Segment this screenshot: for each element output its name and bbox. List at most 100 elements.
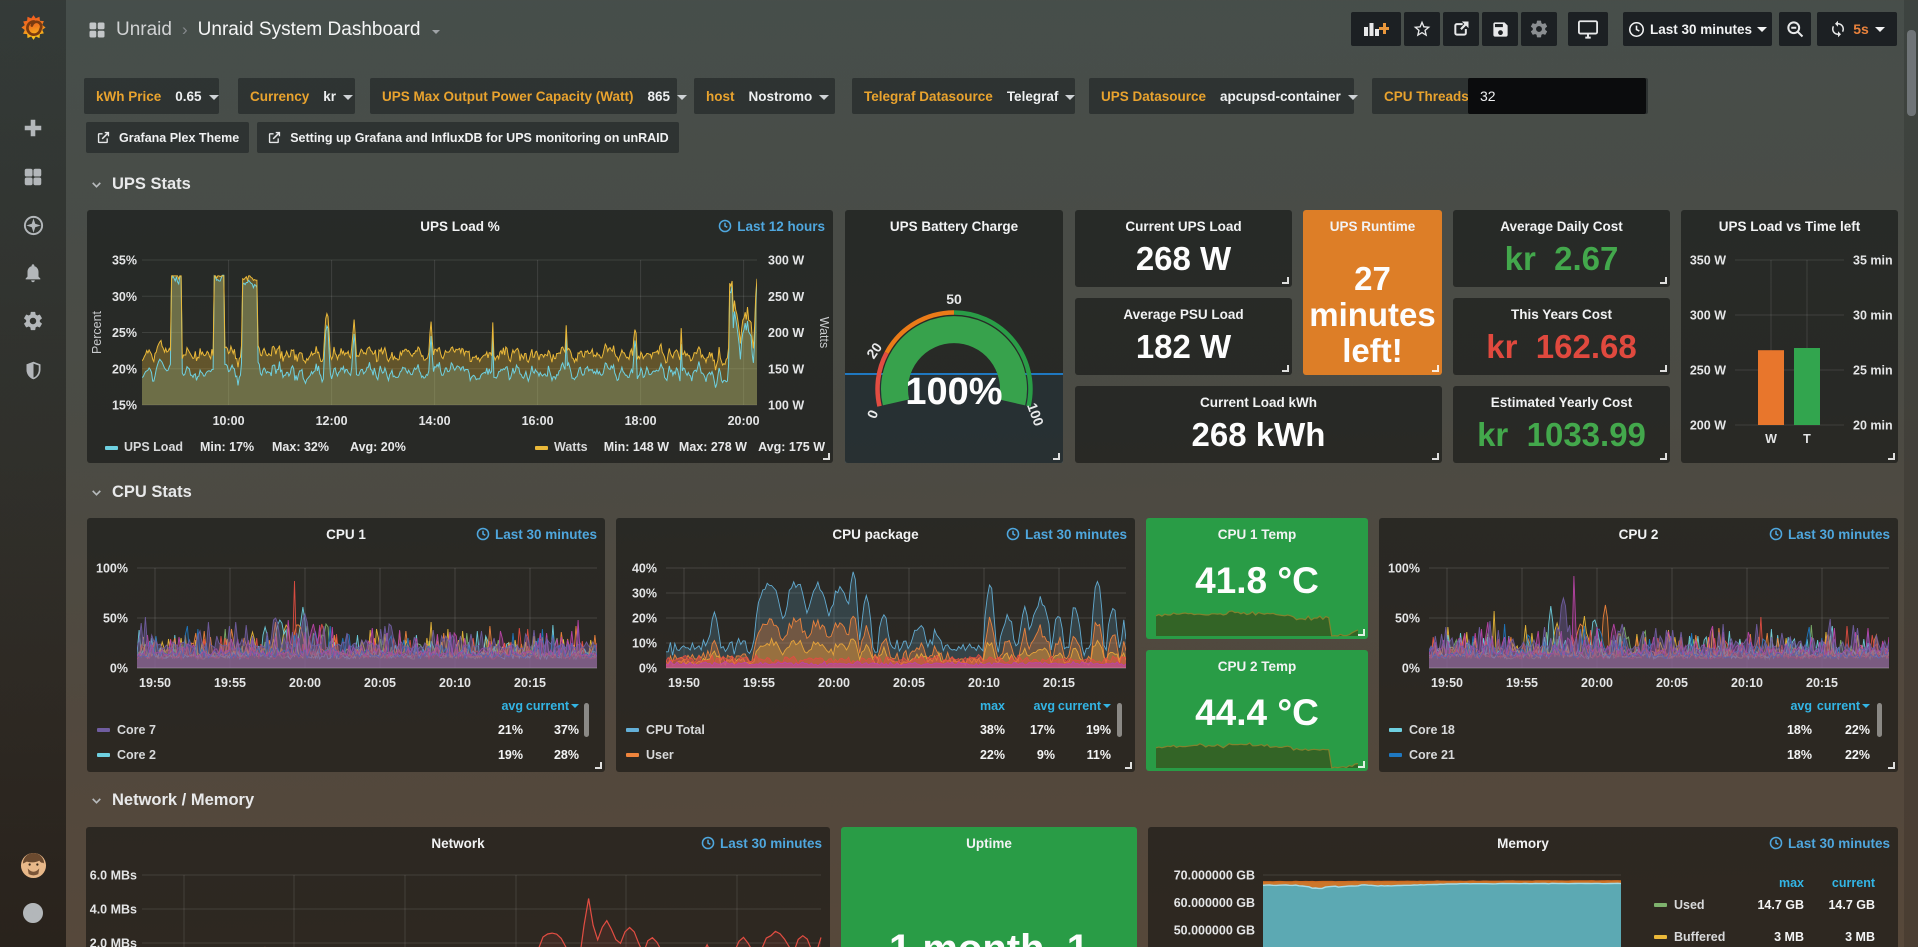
legend-series-name[interactable]: Core 7 [117, 723, 156, 737]
panel-title[interactable]: UPS Battery Charge [889, 218, 1019, 234]
sidebar-create-button[interactable] [0, 108, 66, 148]
panel-title[interactable]: This Years Cost [1510, 306, 1613, 322]
breadcrumb-page-title[interactable]: Unraid System Dashboard [197, 19, 421, 40]
legend-header-avg[interactable]: avg [501, 699, 523, 713]
page-scrollbar-thumb[interactable] [1907, 30, 1916, 116]
star-dashboard-button[interactable] [1404, 12, 1440, 46]
breadcrumb-root[interactable]: Unraid [116, 19, 172, 40]
variable-currency[interactable]: Currency kr [238, 78, 355, 114]
legend-scrollbar[interactable] [584, 703, 589, 737]
legend-series-name[interactable]: User [646, 748, 674, 762]
variable-ups-datasource[interactable]: UPS Datasource apcupsd-container [1089, 78, 1358, 114]
section-cpu-stats[interactable]: CPU Stats [90, 483, 192, 502]
panel-resize-handle[interactable] [1053, 453, 1060, 460]
legend-header-max[interactable]: max [979, 699, 1005, 713]
panel-resize-handle[interactable] [595, 762, 602, 769]
user-avatar[interactable] [0, 845, 66, 885]
variable-input-cpu-threads[interactable] [1468, 78, 1646, 114]
zoom-out-button[interactable] [1779, 12, 1811, 46]
panel-resize-handle[interactable] [1358, 629, 1365, 636]
panel-time-range[interactable]: Last 30 minutes [1769, 827, 1890, 859]
grafana-logo-icon[interactable] [17, 13, 50, 46]
memory-chart[interactable]: 50.000000 GB 60.000000 GB 70.000000 GB [1148, 827, 1898, 947]
page-scrollbar-track[interactable] [1904, 0, 1918, 947]
panel-time-range[interactable]: Last 30 minutes [476, 518, 597, 550]
variable-telegraf-datasource[interactable]: Telegraf Datasource Telegraf [852, 78, 1076, 114]
refresh-button[interactable]: 5s [1817, 12, 1897, 46]
legend-series-name[interactable]: Core 2 [117, 748, 156, 762]
legend-scrollbar[interactable] [1877, 703, 1882, 737]
panel-title[interactable]: CPU 2 Temp [1217, 658, 1297, 674]
panel-resize-handle[interactable] [1660, 277, 1667, 284]
panel-title[interactable]: Current Load kWh [1200, 394, 1317, 410]
panel-resize-handle[interactable] [1432, 453, 1439, 460]
panel-title[interactable]: CPU 1 [326, 526, 366, 542]
panel-time-range[interactable]: Last 30 minutes [1006, 518, 1127, 550]
save-dashboard-button[interactable] [1482, 12, 1518, 46]
dashboard-link-ups-guide[interactable]: Setting up Grafana and InfluxDB for UPS … [257, 122, 679, 153]
panel-title[interactable]: Estimated Yearly Cost [1490, 394, 1633, 410]
variable-ups-max-output-power-capacity-watt-[interactable]: UPS Max Output Power Capacity (Watt) 865 [370, 78, 688, 114]
ups-bars-chart[interactable]: 200 W 250 W 300 W 350 W 20 min 25 min 30 min 35… [1681, 210, 1898, 463]
sidebar-help-button[interactable] [0, 893, 66, 933]
panel-title[interactable]: Average Daily Cost [1500, 218, 1623, 234]
legend-header-current[interactable]: current [1058, 699, 1111, 713]
time-picker-button[interactable]: Last 30 minutes [1623, 12, 1772, 46]
ups-load-chart[interactable]: 15% 20% 25% 30% 35% 100 W 150 W 200 W 250 W 300 W… [87, 210, 833, 463]
panel-title[interactable]: CPU 2 [1618, 526, 1659, 542]
panel-title[interactable]: UPS Load vs Time left [1718, 218, 1861, 234]
legend-series-name[interactable]: CPU Total [646, 723, 705, 737]
panel-title[interactable]: CPU 1 Temp [1217, 526, 1297, 542]
variable-host[interactable]: host Nostromo [694, 78, 835, 114]
legend-series-name[interactable]: Used [1674, 898, 1705, 912]
sidebar-configuration-button[interactable] [0, 301, 66, 341]
legend-header-current[interactable]: current [1831, 876, 1875, 890]
sidebar-alerting-button[interactable] [0, 253, 66, 293]
breadcrumb-caret-icon[interactable] [432, 30, 441, 34]
cpu-package-chart[interactable]: 0% 10% 20% 30% 40% 19:50 19:55 20:00 20:05 20:10 2… [616, 518, 1135, 772]
panel-title[interactable]: Uptime [966, 835, 1012, 851]
panel-title[interactable]: UPS Runtime [1329, 218, 1416, 234]
sidebar-dashboards-button[interactable] [0, 157, 66, 197]
panel-resize-handle[interactable] [1358, 761, 1365, 768]
legend-series-name[interactable]: Buffered [1674, 930, 1726, 944]
panel-time-range[interactable]: Last 30 minutes [1769, 518, 1890, 550]
panel-title[interactable]: Current UPS Load [1125, 218, 1242, 234]
cpu2-chart[interactable]: 0% 50% 100% 19:50 19:55 20:00 20:05 20:10 20:15 [1379, 518, 1898, 772]
panel-resize-handle[interactable] [823, 453, 830, 460]
panel-title[interactable]: UPS Load % [420, 218, 500, 234]
legend-header-avg[interactable]: avg [1033, 699, 1055, 713]
dashboard-settings-button[interactable] [1521, 12, 1557, 46]
panel-resize-handle[interactable] [1282, 365, 1289, 372]
sidebar-server-admin-button[interactable] [0, 350, 66, 390]
refresh-interval-label[interactable]: 5s [1853, 21, 1869, 37]
variable-kwh-price[interactable]: kWh Price 0.65 [84, 78, 219, 114]
cycle-view-mode-button[interactable] [1568, 12, 1608, 46]
panel-title[interactable]: Network [431, 835, 485, 851]
network-chart[interactable]: 2.0 MBs 4.0 MBs 6.0 MBs [86, 827, 830, 947]
legend-header-max[interactable]: max [1778, 876, 1804, 890]
legend-series-name[interactable]: Core 21 [1409, 748, 1455, 762]
panel-resize-handle[interactable] [1125, 762, 1132, 769]
add-panel-button[interactable] [1351, 12, 1401, 46]
legend-scrollbar[interactable] [1117, 703, 1122, 737]
dashboard-link-plex-theme[interactable]: Grafana Plex Theme [86, 122, 250, 153]
panel-title[interactable]: CPU package [832, 526, 919, 542]
panel-time-range[interactable]: Last 12 hours [718, 210, 825, 242]
panel-resize-handle[interactable] [1660, 453, 1667, 460]
panel-resize-handle[interactable] [1888, 762, 1895, 769]
panel-resize-handle[interactable] [1660, 365, 1667, 372]
legend-header-current[interactable]: current [1817, 699, 1870, 713]
panel-time-range[interactable]: Last 30 minutes [701, 827, 822, 859]
cpu1-chart[interactable]: 0% 50% 100% 19:50 19:55 20:00 20:05 20:10 20:15 [87, 518, 605, 772]
sidebar-explore-button[interactable] [0, 205, 66, 245]
panel-resize-handle[interactable] [1432, 365, 1439, 372]
legend-series-name[interactable]: Core 18 [1409, 723, 1455, 737]
legend-header-avg[interactable]: avg [1790, 699, 1812, 713]
panel-title[interactable]: Memory [1497, 835, 1549, 851]
panel-resize-handle[interactable] [1282, 277, 1289, 284]
section-network-memory[interactable]: Network / Memory [90, 791, 254, 810]
legend-header-current[interactable]: current [526, 699, 579, 713]
share-dashboard-button[interactable] [1443, 12, 1479, 46]
